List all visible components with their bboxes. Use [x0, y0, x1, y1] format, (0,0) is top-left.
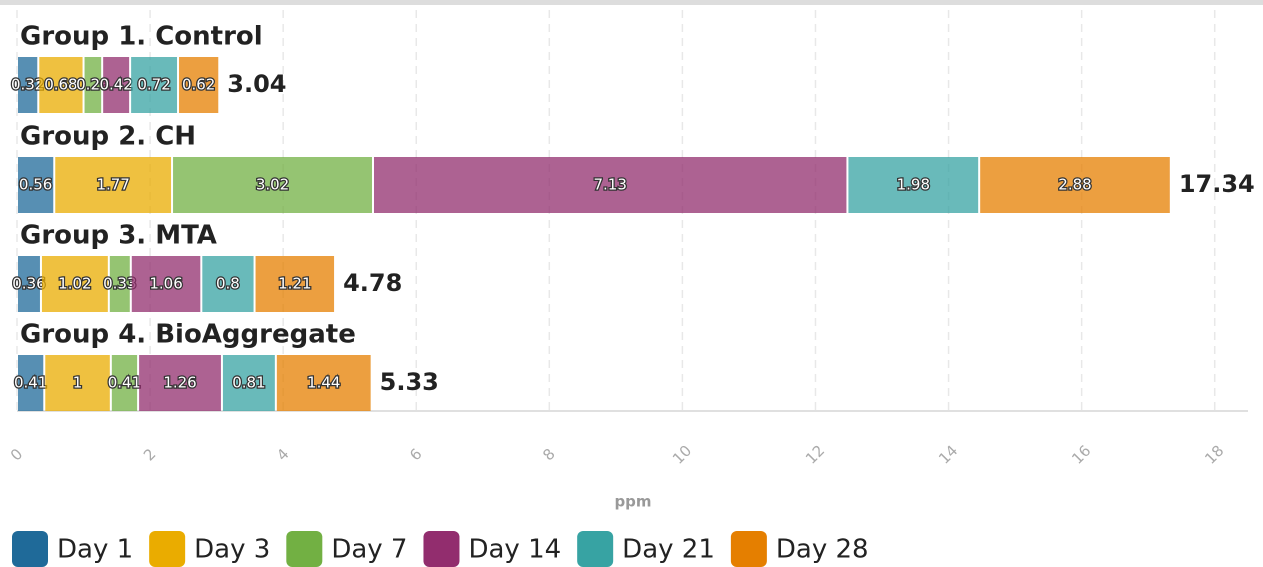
legend-swatch: [577, 531, 614, 567]
legend-swatch: [286, 531, 323, 567]
segment-label: 0.8: [216, 275, 240, 293]
segment-label: 1: [73, 374, 83, 392]
group-title: Group 1. Control: [20, 22, 263, 52]
bar-segment: [848, 157, 979, 213]
bar-segment: [109, 256, 130, 312]
bar-segment: [18, 157, 54, 213]
legend-swatch: [730, 531, 767, 567]
top-border: [0, 0, 1263, 5]
bar-segment: [255, 256, 335, 312]
segment-label: 1.98: [897, 176, 930, 194]
x-tick-label: 16: [1068, 442, 1094, 468]
bar-segment: [55, 157, 172, 213]
segment-label: 0.81: [232, 374, 265, 392]
x-tick-label: 6: [406, 445, 425, 464]
legend-label: Day 21: [622, 535, 715, 565]
bar-segment: [103, 57, 130, 113]
bar-segment: [202, 256, 254, 312]
total-label: 4.78: [343, 269, 402, 297]
segment-label: 1.06: [149, 275, 182, 293]
bar-segment: [18, 256, 40, 312]
legend-label: Day 7: [331, 535, 407, 565]
bar-segment: [18, 355, 44, 411]
segment-label: 2.88: [1058, 176, 1091, 194]
segment-label: 1.26: [163, 374, 196, 392]
legend-swatch: [423, 531, 460, 567]
x-tick-label: 14: [935, 442, 961, 468]
segment-label: 1.44: [307, 374, 340, 392]
segment-label: 0.41: [108, 374, 141, 392]
bar-segment: [139, 355, 221, 411]
legend-swatch: [149, 531, 186, 567]
bar-segment: [980, 157, 1170, 213]
bar-segment: [131, 57, 178, 113]
legend-label: Day 3: [194, 535, 270, 565]
x-tick-label: 8: [539, 445, 558, 464]
segment-label: 0.42: [99, 76, 132, 94]
bar-segment: [18, 57, 38, 113]
segment-label: 7.13: [594, 176, 627, 194]
bar-segment: [276, 355, 371, 411]
bar-segment: [173, 157, 372, 213]
group-title: Group 4. BioAggregate: [20, 320, 356, 350]
segment-label: 0.33: [103, 275, 136, 293]
total-label: 17.34: [1179, 170, 1255, 198]
legend-label: Day 14: [468, 535, 561, 565]
bar-segment: [84, 57, 102, 113]
segment-label: 1.02: [58, 275, 91, 293]
legend-label: Day 28: [776, 535, 869, 565]
segment-label: 0.28: [76, 76, 109, 94]
bar-segment: [373, 157, 847, 213]
bar-segment: [39, 57, 83, 113]
bar-segment: [111, 355, 138, 411]
bar-segment: [131, 256, 201, 312]
legend-swatch: [12, 531, 48, 567]
x-tick-label: 0: [7, 445, 26, 464]
segment-label: 0.72: [137, 76, 170, 94]
group-title: Group 2. CH: [20, 122, 196, 152]
legend-label: Day 1: [57, 535, 133, 565]
x-tick-label: 12: [802, 442, 828, 468]
bar-segment: [222, 355, 275, 411]
x-tick-label: 4: [273, 445, 292, 464]
segment-label: 1.77: [96, 176, 129, 194]
group-title: Group 3. MTA: [20, 221, 217, 251]
segment-label: 0.62: [182, 76, 215, 94]
bar-segment: [41, 256, 108, 312]
segment-label: 0.32: [11, 76, 44, 94]
x-tick-label: 18: [1201, 442, 1227, 468]
segment-label: 3.02: [256, 176, 289, 194]
x-tick-label: 10: [669, 442, 695, 468]
segment-label: 0.41: [14, 374, 47, 392]
x-axis-title: ppm: [614, 493, 651, 511]
segment-label: 0.68: [44, 76, 77, 94]
total-label: 3.04: [227, 70, 286, 98]
bar-segment: [179, 57, 219, 113]
segment-label: 0.56: [19, 176, 52, 194]
x-tick-label: 2: [140, 445, 159, 464]
bar-segment: [45, 355, 110, 411]
total-label: 5.33: [380, 368, 439, 396]
segment-label: 1.21: [278, 275, 311, 293]
segment-label: 0.36: [12, 275, 45, 293]
